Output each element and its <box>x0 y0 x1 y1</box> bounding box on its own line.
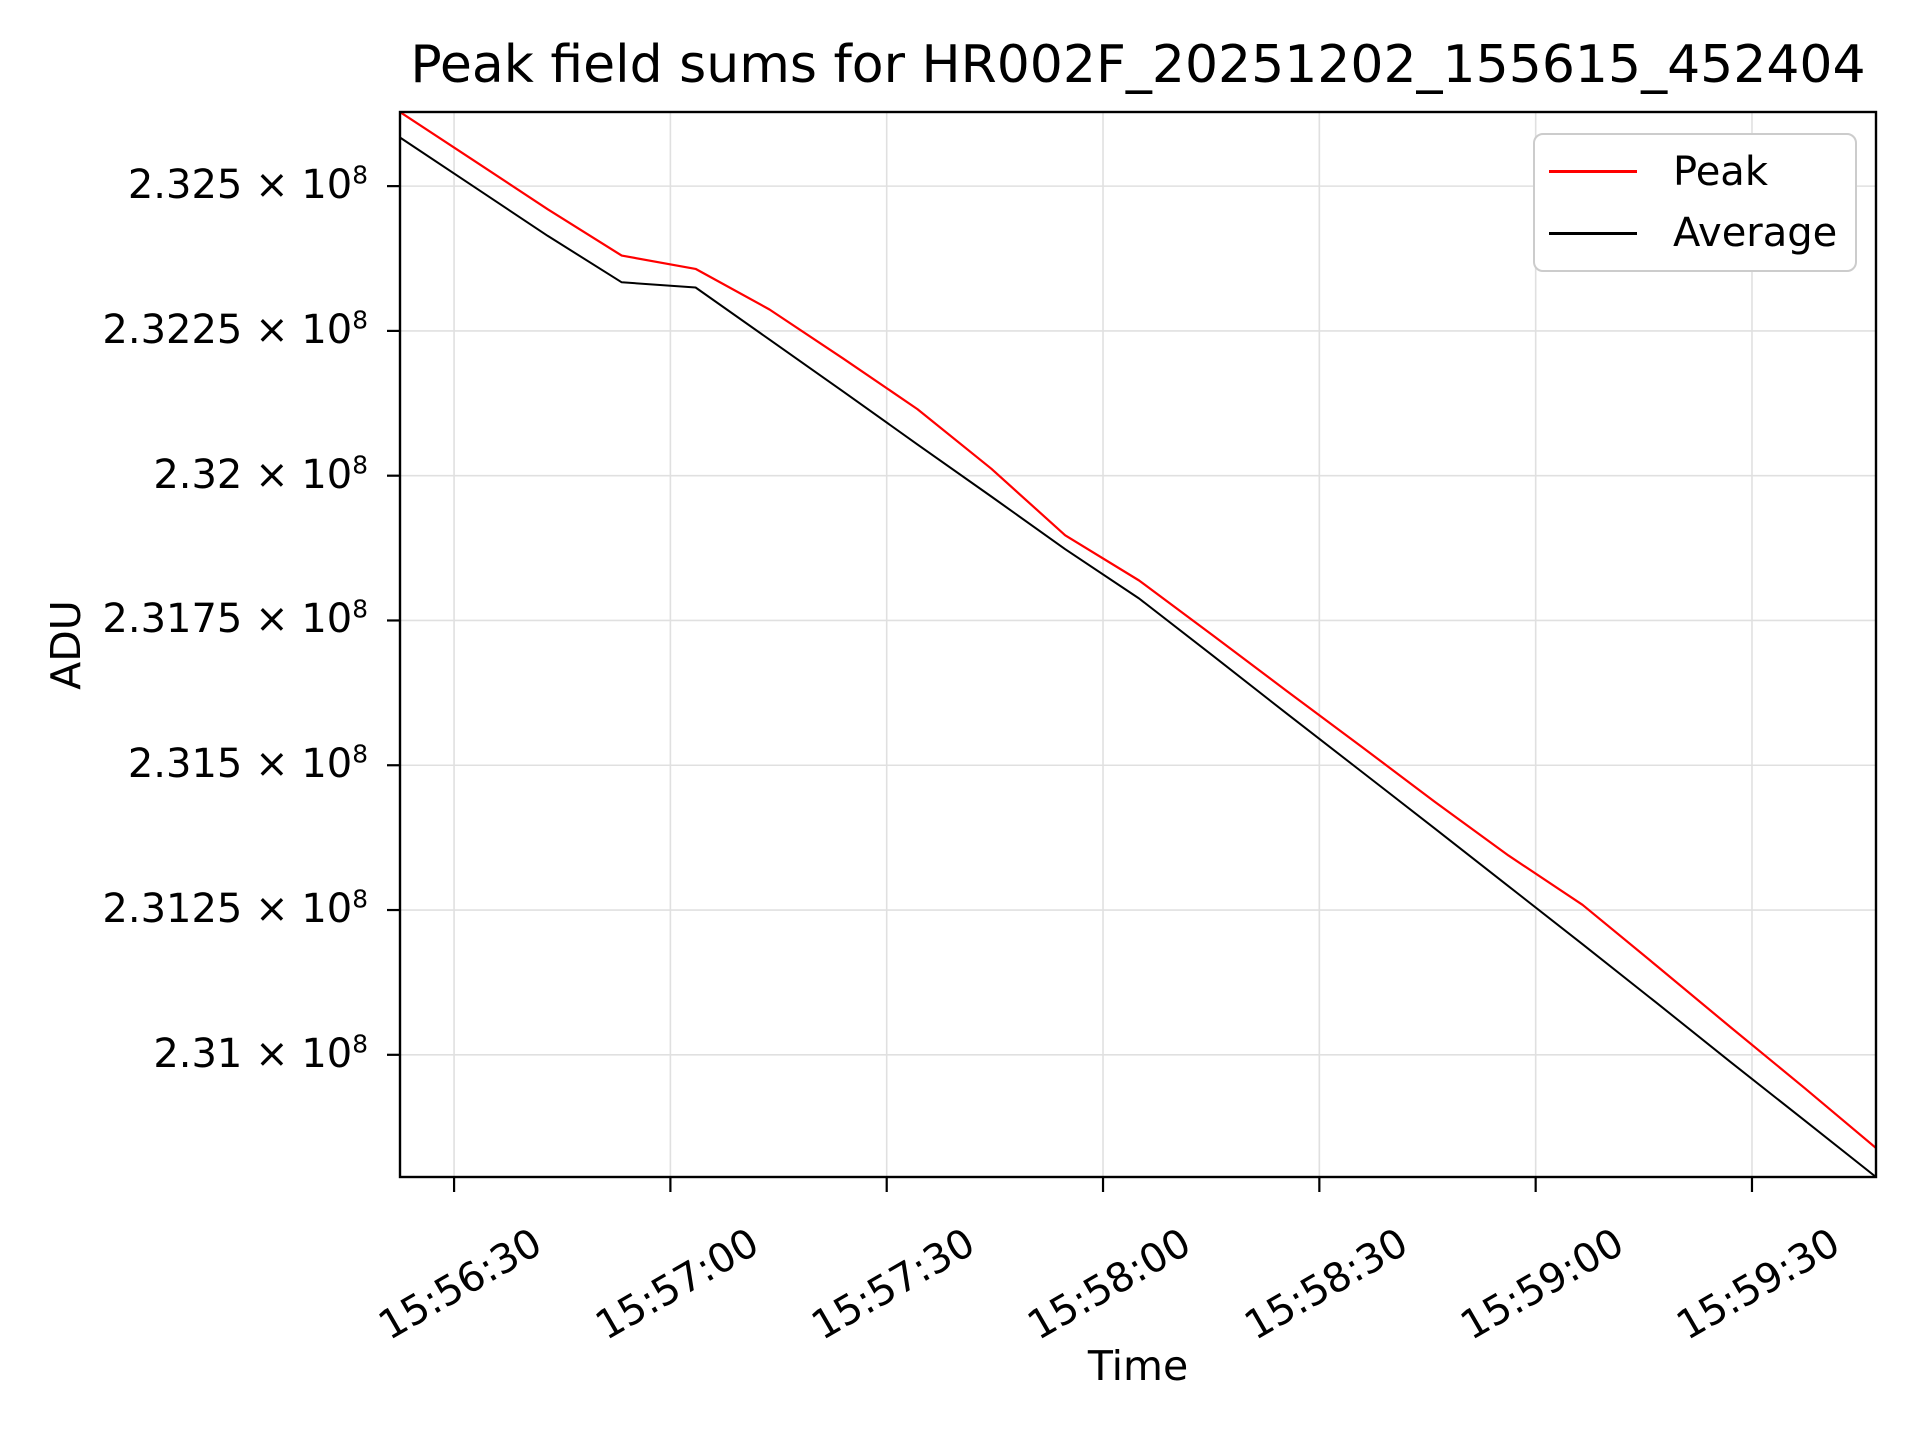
x-axis-label: Time <box>1087 1342 1189 1390</box>
series-line-peak <box>400 112 1876 1149</box>
y-tick-label: 2.31 × 108 <box>153 1029 368 1077</box>
y-tick-label: 2.3175 × 108 <box>102 595 368 643</box>
y-tick-label: 2.315 × 108 <box>127 739 368 788</box>
legend-box: Peak Average <box>1533 133 1857 272</box>
legend-entry-average: Average <box>1535 205 1855 261</box>
legend-entry-peak: Peak <box>1535 144 1855 200</box>
plot-border <box>398 110 1878 1179</box>
y-tick-label: 2.325 × 108 <box>127 160 368 209</box>
legend-label-average: Average <box>1673 210 1838 257</box>
average-line-sample <box>1549 231 1637 235</box>
chart-title: Peak field sums for HR002F_20251202_1556… <box>410 35 1866 95</box>
y-tick-label: 2.3225 × 108 <box>102 305 368 353</box>
legend-label-peak: Peak <box>1673 148 1768 195</box>
series-line-average <box>400 136 1876 1177</box>
y-tick-label: 2.32 × 108 <box>153 450 368 498</box>
y-tick-label: 2.3125 × 108 <box>102 884 368 933</box>
peak-line-sample <box>1549 170 1637 174</box>
